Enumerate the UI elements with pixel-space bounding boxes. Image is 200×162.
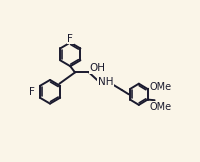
Text: NH: NH: [97, 77, 113, 87]
Text: OH: OH: [89, 63, 105, 73]
Text: OMe: OMe: [149, 82, 171, 93]
Text: F: F: [29, 87, 35, 97]
Text: F: F: [67, 34, 73, 44]
Text: OMe: OMe: [149, 102, 171, 112]
